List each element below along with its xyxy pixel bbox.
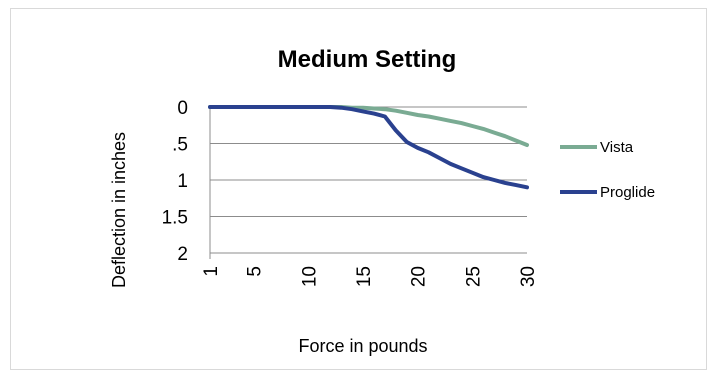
y-tick-label-3: 1.5 [162, 208, 188, 229]
y-tick-label-0: 0 [177, 98, 188, 119]
y-tick-label-1: .5 [172, 135, 188, 156]
y-tick-labels: 0 .5 1 1.5 2 [162, 98, 188, 265]
series-line-proglide [208, 105, 529, 190]
x-tick-label-2: 10 [299, 266, 320, 287]
x-tick-label-0: 1 [201, 266, 222, 277]
x-tick-labels: 1 5 10 15 20 25 30 [201, 266, 539, 287]
y-tick-label-2: 1 [177, 171, 188, 192]
chart-frame [10, 8, 707, 370]
chart-title: Medium Setting [278, 46, 457, 73]
legend-label-vista: Vista [600, 139, 634, 156]
legend: Vista Proglide [560, 139, 655, 201]
x-tick-label-4: 20 [409, 266, 430, 287]
x-tick-label-3: 15 [354, 266, 375, 287]
x-tick-label-5: 25 [463, 266, 484, 287]
x-axis-label: Force in pounds [298, 336, 427, 356]
legend-label-proglide: Proglide [600, 184, 655, 201]
y-axis-label: Deflection in inches [109, 132, 129, 288]
series-lines [208, 105, 529, 190]
x-tick-label-6: 30 [518, 266, 539, 287]
x-tick-label-1: 5 [245, 266, 266, 277]
y-tick-label-4: 2 [177, 244, 188, 265]
